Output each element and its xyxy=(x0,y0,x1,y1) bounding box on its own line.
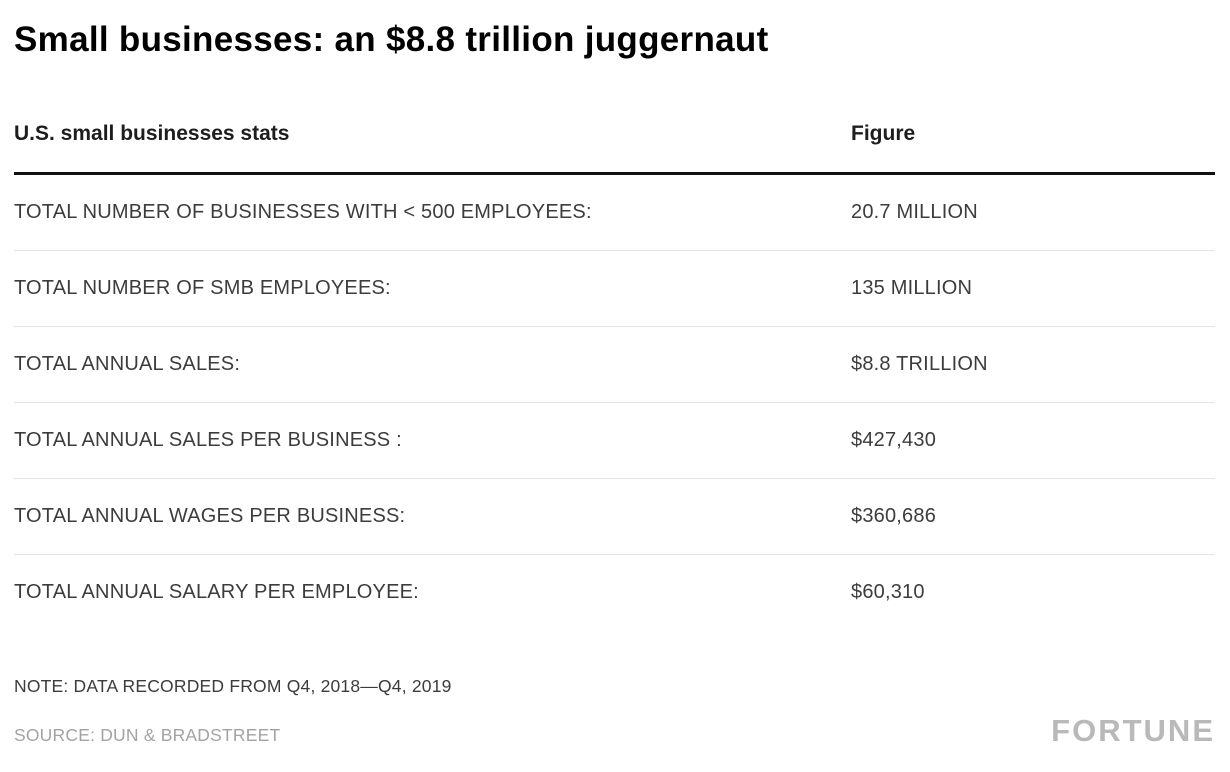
fortune-logo: FORTUNE xyxy=(1051,713,1215,749)
note-text: NOTE: DATA RECORDED FROM Q4, 2018—Q4, 20… xyxy=(14,676,452,697)
row-value: $60,310 xyxy=(851,581,925,604)
chart-title: Small businesses: an $8.8 trillion jugge… xyxy=(14,20,769,59)
column-header-stats: U.S. small businesses stats xyxy=(14,122,290,146)
row-value: 135 MILLION xyxy=(851,277,973,300)
row-label: TOTAL NUMBER OF BUSINESSES WITH < 500 EM… xyxy=(14,201,592,224)
table-row: TOTAL ANNUAL SALES: $8.8 TRILLION xyxy=(14,327,1215,404)
row-value: 20.7 MILLION xyxy=(851,201,978,224)
row-label: TOTAL ANNUAL WAGES PER BUSINESS: xyxy=(14,505,406,528)
row-label: TOTAL NUMBER OF SMB EMPLOYEES: xyxy=(14,277,391,300)
table-row: TOTAL ANNUAL WAGES PER BUSINESS: $360,68… xyxy=(14,479,1215,556)
row-value: $8.8 TRILLION xyxy=(851,353,988,376)
stats-table: U.S. small businesses stats Figure TOTAL… xyxy=(14,122,1215,630)
row-value: $427,430 xyxy=(851,429,937,452)
chart-footer: SOURCE: DUN & BRADSTREET FORTUNE xyxy=(14,715,1215,746)
table-header-row: U.S. small businesses stats Figure xyxy=(14,122,1215,176)
table-row: TOTAL NUMBER OF SMB EMPLOYEES: 135 MILLI… xyxy=(14,251,1215,328)
row-label: TOTAL ANNUAL SALES: xyxy=(14,353,241,376)
source-text: SOURCE: DUN & BRADSTREET xyxy=(14,725,281,746)
row-label: TOTAL ANNUAL SALARY PER EMPLOYEE: xyxy=(14,581,419,604)
table-row: TOTAL ANNUAL SALES PER BUSINESS : $427,4… xyxy=(14,403,1215,480)
row-label: TOTAL ANNUAL SALES PER BUSINESS : xyxy=(14,429,402,452)
row-value: $360,686 xyxy=(851,505,937,528)
column-header-figure: Figure xyxy=(851,122,916,146)
table-row: TOTAL ANNUAL SALARY PER EMPLOYEE: $60,31… xyxy=(14,555,1215,630)
table-row: TOTAL NUMBER OF BUSINESSES WITH < 500 EM… xyxy=(14,175,1215,252)
